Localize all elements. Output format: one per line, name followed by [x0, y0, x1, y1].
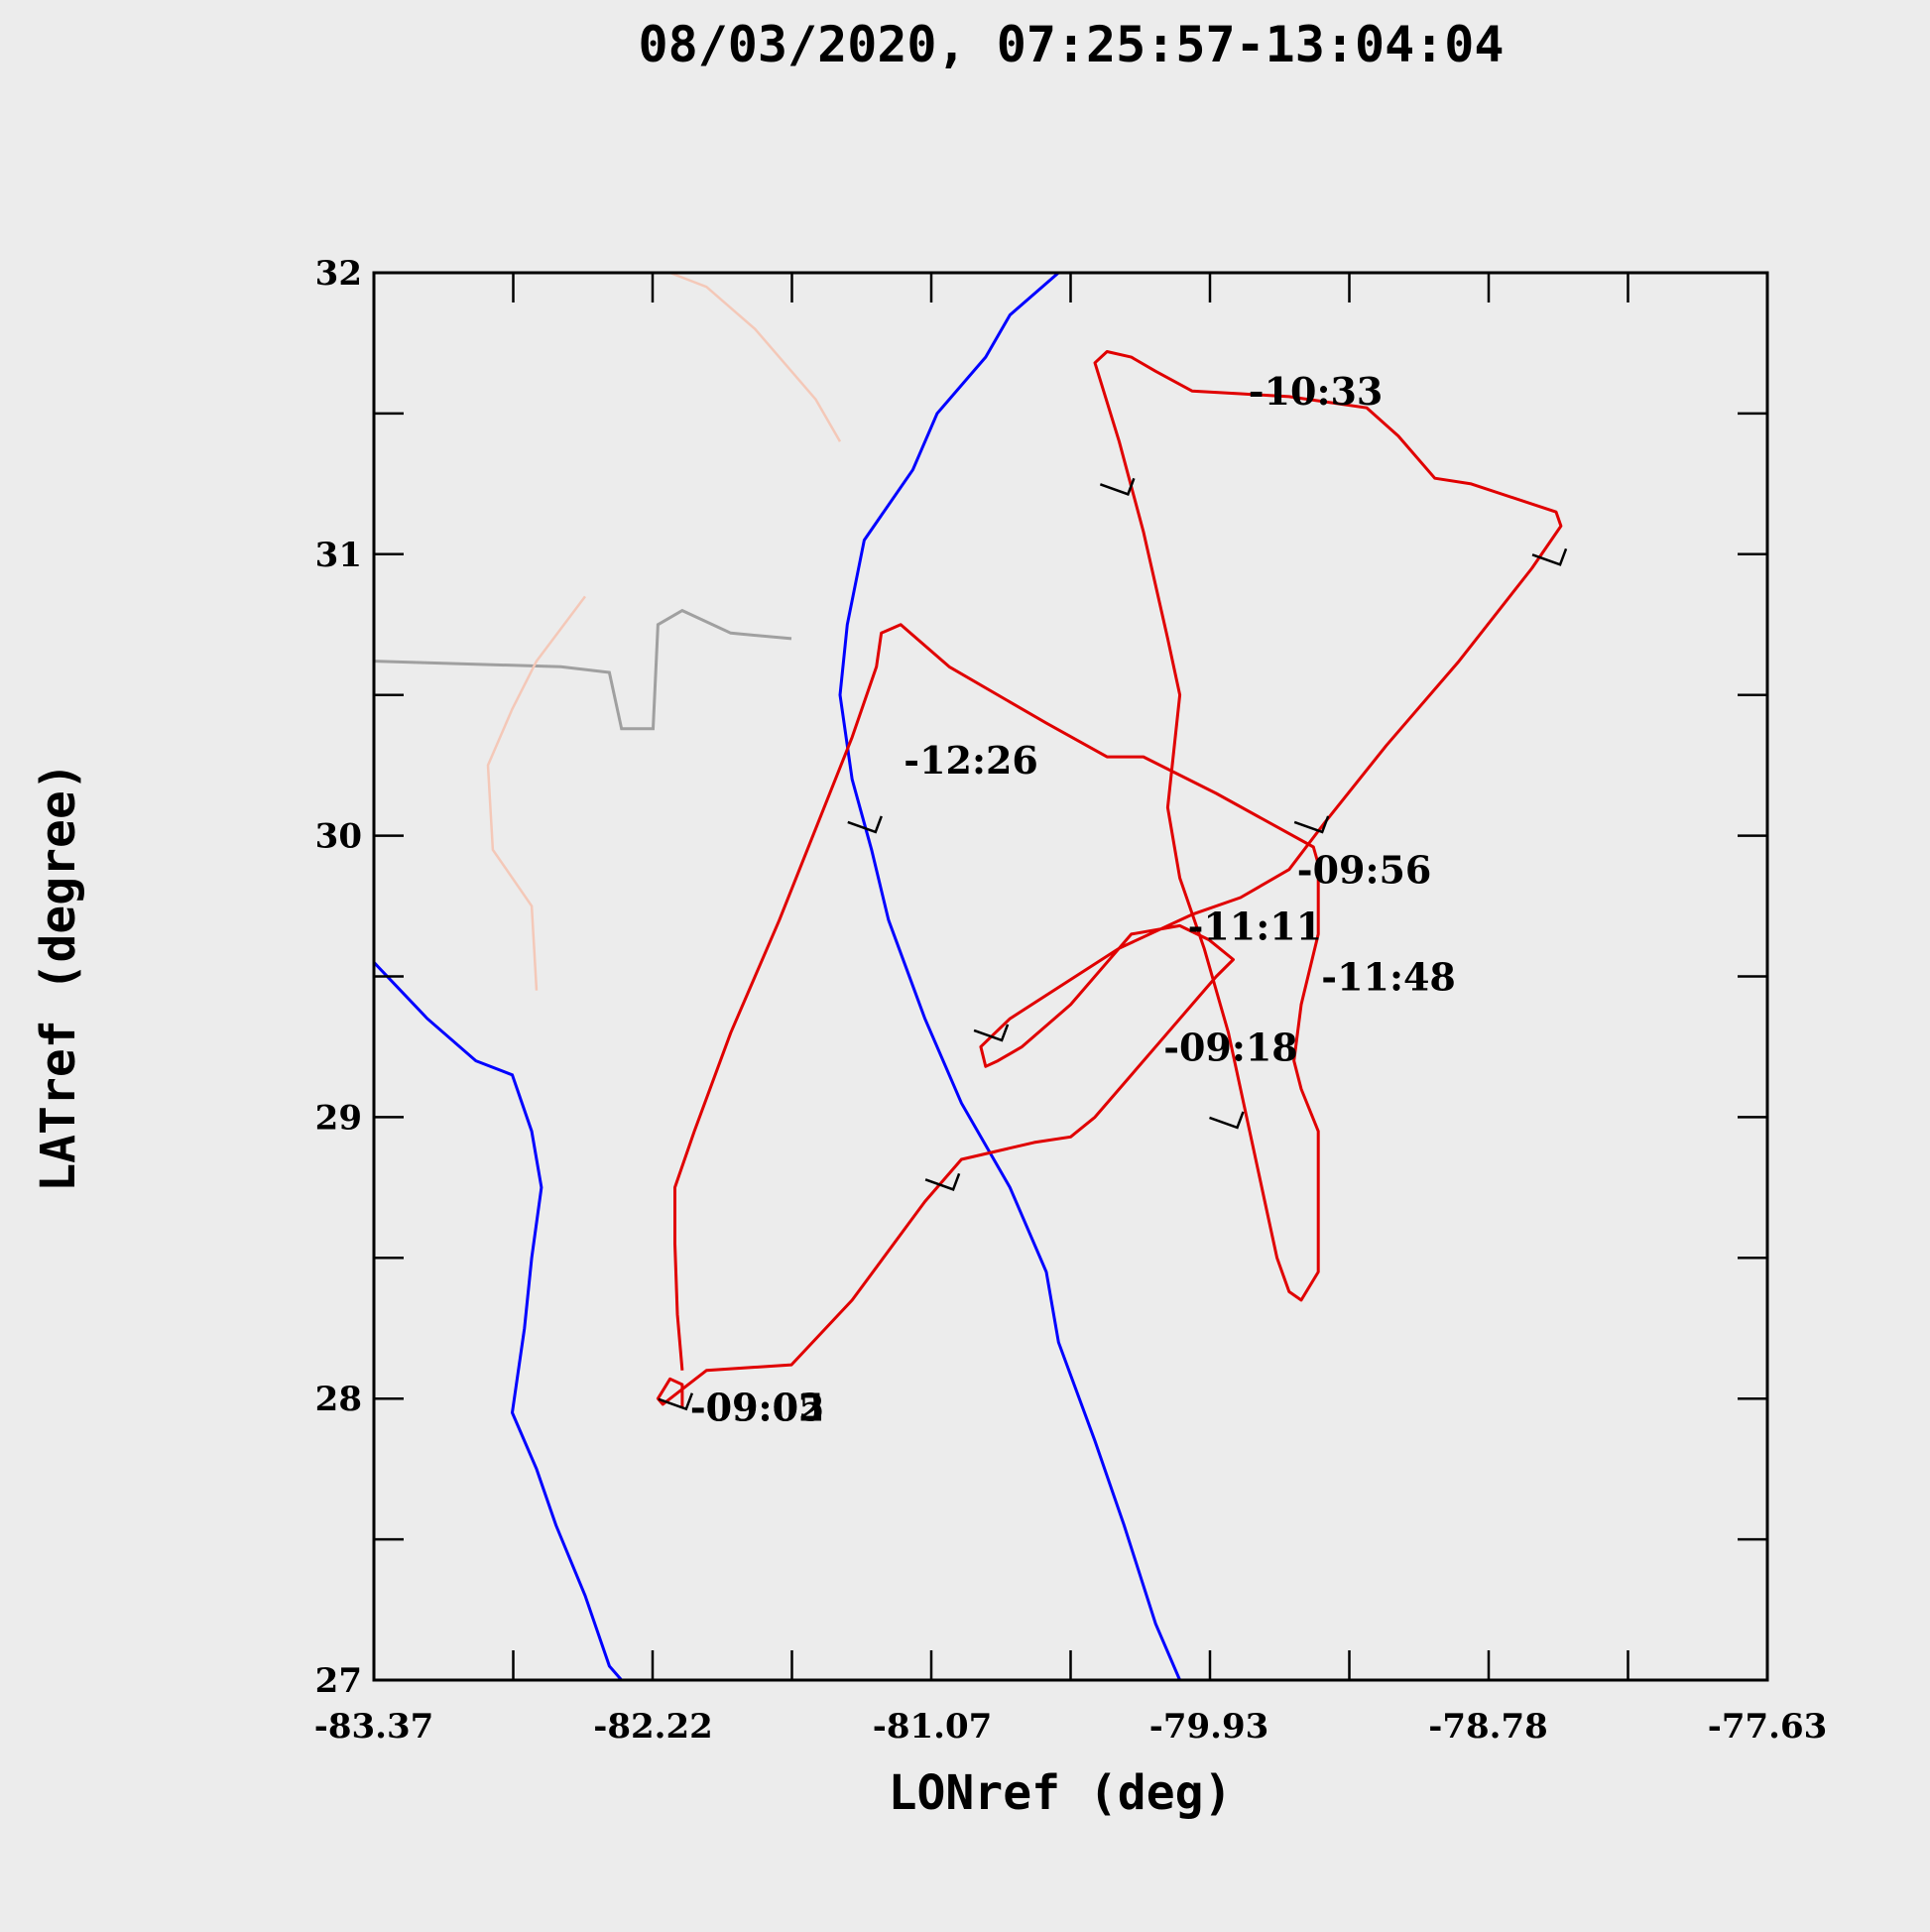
coastline-east	[838, 271, 1181, 1681]
x-axis-label: LONref (deg)	[889, 1765, 1233, 1821]
axis-ticks: -83.37 -82.22 -81.07 -79.93 -78.78 -77.63 27 28…	[314, 254, 1828, 1747]
y-tick-label: 31	[315, 536, 362, 575]
time-annotation: -11:48	[1321, 955, 1456, 1000]
wind-barb	[1209, 1111, 1245, 1130]
x-tick-label: -81.07	[873, 1707, 993, 1747]
wind-barb	[1531, 547, 1568, 566]
y-tick-label: 32	[315, 254, 362, 294]
wind-barb	[924, 1172, 961, 1191]
time-annotation: -09:56	[1297, 848, 1432, 893]
wind-barb	[1099, 477, 1136, 496]
y-tick-label: 27	[315, 1661, 362, 1701]
y-tick-label: 29	[315, 1098, 362, 1138]
wind-barb	[1293, 815, 1330, 834]
time-annotation: -11:11	[1188, 904, 1323, 948]
time-annotations: -10:33 -12:26 -09:56 -11:11 -11:48 -09:18 -09:…	[690, 369, 1456, 1430]
plot-frame	[372, 271, 1769, 1682]
coastline-west	[372, 961, 623, 1681]
y-tick-label: 28	[315, 1380, 362, 1419]
x-tick-label: -78.78	[1428, 1707, 1548, 1747]
x-tick-label: -82.22	[593, 1707, 713, 1747]
time-annotation: -09:05	[690, 1386, 825, 1430]
wind-barb	[847, 815, 883, 834]
time-annotation: -09:02	[690, 1386, 825, 1430]
wind-barb	[658, 1392, 694, 1411]
state-border	[373, 608, 792, 731]
wind-barb	[973, 1024, 1010, 1042]
time-annotation: -10:33	[1249, 369, 1384, 414]
flight-track-line	[656, 350, 1563, 1407]
map-background	[372, 271, 1181, 1681]
x-tick-label: -79.93	[1149, 1707, 1269, 1747]
county-line	[486, 595, 586, 991]
chart-title: 08/03/2020, 07:25:57-13:04:04	[639, 16, 1505, 73]
y-tick-label: 30	[315, 817, 362, 857]
x-tick-label: -83.37	[314, 1707, 434, 1747]
county-line	[669, 271, 842, 442]
y-axis-label: LATref (degree)	[31, 762, 86, 1191]
x-tick-label: -77.63	[1708, 1707, 1828, 1747]
time-annotation: -12:26	[904, 738, 1038, 783]
time-annotation: -09:18	[1163, 1025, 1298, 1069]
flight-track	[656, 350, 1563, 1407]
wind-barbs	[658, 477, 1568, 1411]
